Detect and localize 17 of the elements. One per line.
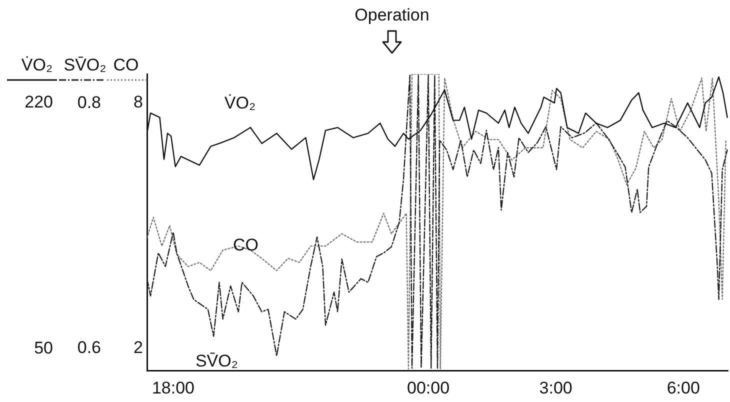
- x-tick-label: 18:00: [152, 378, 194, 398]
- series-label: CO: [233, 236, 259, 255]
- series-label: SV̄O₂: [195, 351, 238, 370]
- y3-axis-title: CO: [113, 56, 139, 75]
- y2-axis-title: SV̄O₂: [64, 56, 106, 75]
- x-tick-label: 6:00: [666, 378, 700, 398]
- y-tick-label: 220: [24, 92, 53, 112]
- series-label: V̇O₂: [224, 93, 256, 112]
- y-axis-title: V̇O₂: [21, 56, 53, 75]
- y3-tick-label: 2: [134, 338, 143, 358]
- y3-tick-label: 8: [134, 92, 143, 112]
- text: Operation: [354, 6, 430, 25]
- y-tick-label: 50: [34, 338, 53, 358]
- y2-tick-label: 0.8: [77, 93, 101, 112]
- y2-tick-label: 0.6: [77, 338, 101, 358]
- x-tick-label: 3:00: [539, 378, 572, 398]
- x-tick-label: 00:00: [407, 378, 450, 398]
